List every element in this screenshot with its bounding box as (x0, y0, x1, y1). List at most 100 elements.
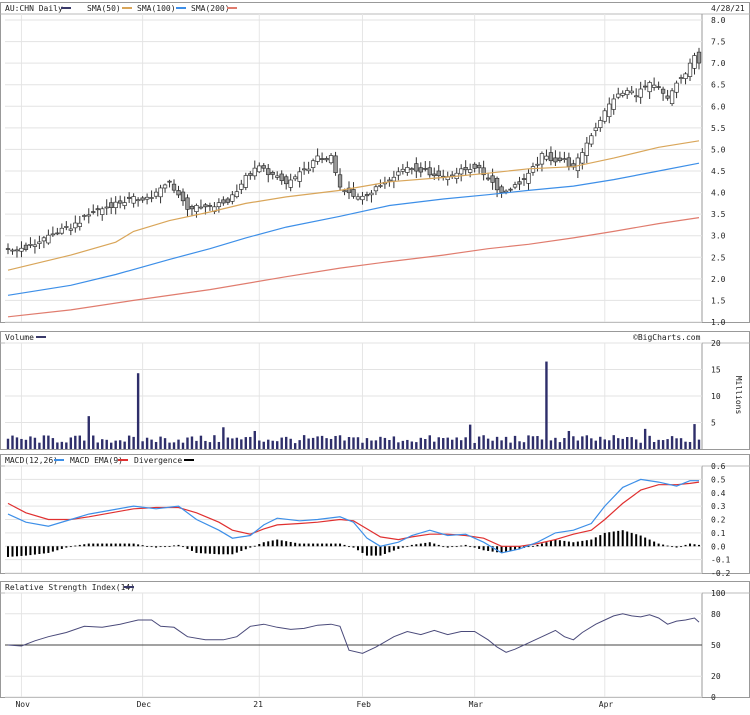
candle-body (427, 167, 432, 176)
divergence-bar (60, 546, 63, 549)
divergence-bar (491, 546, 494, 552)
candle-body (521, 178, 527, 180)
candle-body (131, 196, 136, 204)
candle-body (396, 171, 401, 176)
volume-bar (522, 442, 526, 449)
candle-body (687, 62, 693, 77)
divergence-bar (379, 546, 382, 556)
divergence-bar (433, 543, 436, 547)
volume-bar (482, 435, 485, 449)
candle-body (234, 191, 239, 198)
volume-bar (276, 441, 279, 449)
candle-body (158, 187, 163, 198)
candle-body (109, 202, 114, 208)
candle-body (216, 202, 222, 208)
candle-body (351, 189, 356, 197)
divergence-bar (159, 546, 162, 548)
divergence-bar (321, 543, 324, 547)
candle-body (598, 120, 603, 128)
candle-body (162, 184, 168, 189)
divergence-bar (280, 540, 283, 547)
y-tick-label: 6.0 (711, 102, 726, 111)
divergence-bar (594, 537, 597, 547)
volume-bar (634, 439, 638, 449)
divergence-bar (657, 543, 660, 547)
divergence-bar (87, 543, 90, 547)
divergence-bar (621, 530, 624, 547)
volume-bar (356, 437, 360, 449)
candle-body (86, 214, 91, 217)
divergence-bar (119, 543, 122, 547)
volume-bar (65, 442, 68, 449)
candle-body (270, 171, 275, 175)
volume-bar (459, 440, 463, 449)
y-tick-label: 4.0 (711, 189, 726, 198)
candle-body (239, 183, 244, 190)
divergence-bar (361, 546, 364, 553)
divergence-bar (307, 543, 310, 547)
y-tick-label: 3.5 (711, 210, 726, 219)
divergence-bar (505, 546, 508, 552)
divergence-bar (231, 546, 234, 555)
volume-bar (195, 440, 198, 449)
volume-bar (518, 441, 521, 449)
divergence-bar (226, 546, 229, 555)
y-tick-label: 15 (711, 366, 721, 375)
volume-bar (639, 442, 642, 449)
volume-bar (60, 441, 64, 449)
divergence-bar (464, 544, 467, 547)
volume-bar (401, 440, 405, 449)
divergence-bar (554, 539, 557, 547)
chart-date: 4/28/21 (711, 4, 745, 13)
divergence-bar (258, 544, 261, 547)
volume-bar (648, 435, 651, 449)
candle-body (494, 177, 500, 191)
candle-body (212, 206, 217, 212)
volume-bar (24, 439, 28, 449)
divergence-bar (590, 539, 593, 547)
divergence-bar (24, 546, 27, 556)
x-tick-label: Feb (356, 700, 371, 709)
volume-bar (338, 435, 342, 449)
divergence-bar (128, 543, 131, 547)
divergence-bar (276, 539, 279, 547)
y-tick-label: 5 (711, 419, 716, 428)
candle-body (194, 205, 199, 213)
legend-macd: MACD(12,26) (5, 456, 58, 465)
candle-body (306, 168, 311, 172)
y-tick-label: 0.0 (711, 542, 726, 551)
divergence-bar (168, 545, 171, 547)
volume-bar (20, 438, 23, 449)
divergence-bar (123, 543, 126, 547)
candle-body (539, 153, 545, 165)
candle-body (346, 187, 352, 194)
divergence-bar (653, 541, 656, 547)
candle-body (328, 155, 334, 164)
volume-bar (154, 441, 158, 449)
divergence-bar (190, 546, 193, 551)
volume-bar (374, 440, 378, 449)
candle-body (23, 244, 29, 250)
divergence-bar (365, 546, 368, 556)
divergence-bar (545, 542, 548, 547)
divergence-bar (47, 546, 50, 553)
volume-bar (240, 439, 243, 449)
divergence-bar (7, 546, 9, 557)
bigcharts-credit: ©BigCharts.com (633, 333, 701, 342)
candle-body (665, 95, 670, 99)
volume-bar (11, 435, 14, 449)
divergence-bar (69, 546, 72, 548)
sma100-line (7, 162, 700, 296)
divergence-bar (500, 546, 503, 553)
volume-bar (199, 435, 203, 449)
candle-body (203, 204, 208, 208)
y-tick-label: -0.2 (711, 569, 730, 578)
volume-bar (329, 438, 333, 449)
candle-body (167, 180, 172, 183)
candle-body (243, 175, 248, 188)
divergence-bar (599, 535, 602, 547)
candle-body (252, 167, 257, 177)
volume-bar (136, 373, 140, 449)
